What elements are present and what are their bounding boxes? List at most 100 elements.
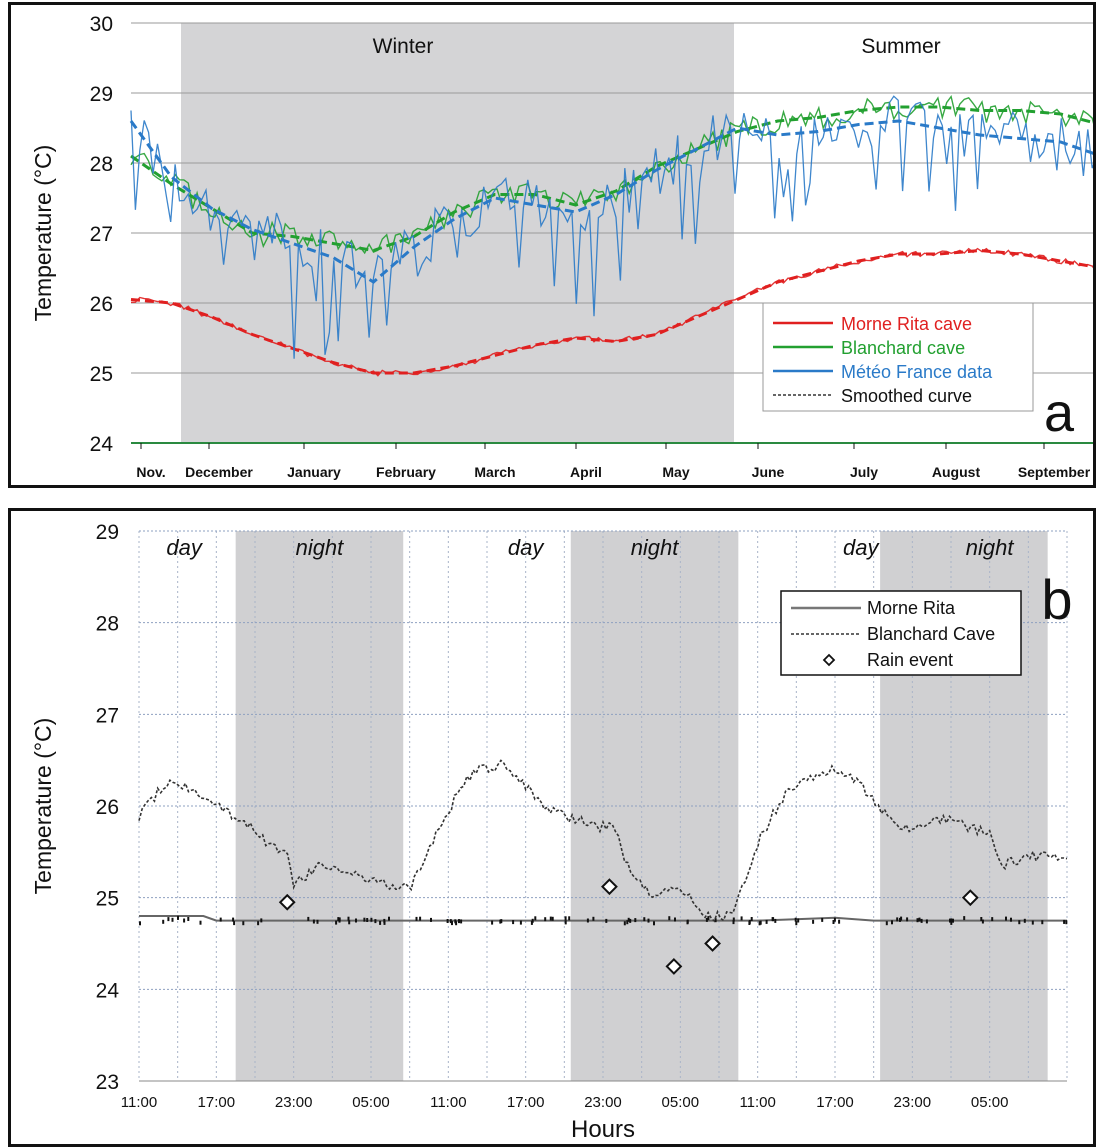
- season-label-winter: Winter: [373, 35, 434, 58]
- morne-rita-noise: [415, 916, 418, 921]
- morne-rita-noise: [714, 918, 717, 923]
- x-tick-label-a: January: [287, 464, 341, 480]
- y-tick-label-b: 27: [96, 704, 119, 727]
- morne-rita-noise: [838, 919, 841, 924]
- legend-label-b: Morne Rita: [867, 598, 956, 618]
- morne-rita-noise: [1010, 917, 1012, 922]
- morne-rita-noise: [446, 919, 449, 923]
- x-tick-label-a: September: [1018, 464, 1091, 480]
- morne-rita-noise: [812, 919, 815, 924]
- morne-rita-noise: [627, 917, 630, 922]
- y-tick-label-a: 27: [90, 223, 113, 246]
- morne-rita-noise: [1041, 920, 1044, 925]
- y-tick-label-b: 25: [96, 888, 119, 911]
- morne-rita-noise: [460, 919, 463, 924]
- x-tick-label-b: 23:00: [894, 1094, 932, 1111]
- morne-rita-noise: [732, 917, 735, 922]
- morne-rita-noise: [765, 919, 768, 924]
- morne-rita-noise: [162, 919, 165, 924]
- morne-rita-noise: [900, 916, 903, 921]
- x-tick-label-b: 05:00: [662, 1094, 700, 1111]
- morne-rita-noise: [199, 920, 202, 925]
- morne-rita-noise: [335, 920, 338, 925]
- morne-rita-noise: [686, 919, 689, 924]
- legend-label-a: Météo France data: [841, 362, 993, 382]
- morne-rita-noise: [370, 917, 373, 922]
- morne-rita-noise: [564, 920, 567, 925]
- morne-rita-noise: [233, 921, 236, 926]
- y-tick-label-a: 28: [90, 153, 113, 176]
- morne-rita-noise: [363, 917, 366, 922]
- morne-rita-noise: [455, 921, 458, 926]
- chart-a-svg: 24 25 26 27 28 29 30 Nov. December January Februar…: [30, 13, 1093, 480]
- morne-rita-noise: [952, 918, 954, 923]
- legend-box-a: [762, 302, 1034, 412]
- x-tick-label-b: 11:00: [121, 1094, 157, 1111]
- morne-rita-noise: [707, 916, 710, 921]
- morne-rita-noise: [338, 917, 341, 922]
- morne-rita-noise: [187, 917, 190, 921]
- morne-rita-noise: [232, 917, 235, 922]
- morne-rita-noise: [458, 919, 460, 924]
- series-raw-1: [130, 94, 1093, 255]
- x-tick-label-a: March: [474, 464, 515, 480]
- morne-rita-noise: [1063, 919, 1066, 924]
- morne-rita-noise: [797, 918, 800, 923]
- morne-rita-noise: [167, 917, 170, 922]
- morne-rita-noise: [643, 917, 646, 922]
- morne-rita-noise: [586, 918, 589, 923]
- morne-rita-noise: [1023, 918, 1026, 923]
- legend-label-b: Rain event: [867, 650, 953, 670]
- morne-rita-noise: [519, 920, 522, 925]
- morne-rita-noise: [534, 916, 537, 921]
- morne-rita-noise: [430, 917, 432, 922]
- morne-rita-noise: [544, 917, 547, 922]
- x-tick-label-b: 05:00: [352, 1094, 390, 1111]
- y-axis-label-a: Temperature (°C): [30, 145, 56, 322]
- series-raw-2: [130, 95, 1093, 359]
- morne-rita-noise: [899, 917, 901, 922]
- morne-rita-noise: [949, 918, 951, 923]
- y-tick-label-a: 29: [90, 83, 113, 106]
- morne-rita-noise: [629, 918, 632, 923]
- morne-rita-noise: [920, 918, 923, 923]
- period-label: day: [166, 535, 203, 560]
- period-label: night: [631, 535, 680, 560]
- legend-box-b: [780, 590, 1022, 676]
- legend-label-a: Smoothed curve: [841, 386, 972, 406]
- morne-rita-noise: [383, 920, 386, 925]
- morne-rita-noise: [906, 917, 909, 922]
- panel-a-chart: 24 25 26 27 28 29 30 Nov. December January Februar…: [8, 2, 1096, 488]
- x-tick-label-a: December: [185, 464, 253, 480]
- morne-rita-noise: [499, 919, 502, 924]
- morne-rita-noise: [634, 918, 637, 923]
- x-tick-label-b: 17:00: [198, 1094, 236, 1111]
- morne-rita-noise: [347, 916, 350, 921]
- morne-rita-noise: [307, 916, 310, 921]
- morne-rita-noise: [374, 919, 377, 924]
- x-tick-label-b: 17:00: [507, 1094, 545, 1111]
- y-tick-label-b: 29: [96, 521, 119, 544]
- night-shade: [570, 531, 739, 1081]
- morne-rita-noise: [705, 917, 708, 922]
- morne-rita-noise: [916, 918, 919, 923]
- morne-rita-noise: [592, 916, 595, 921]
- y-tick-label-b: 24: [96, 979, 120, 1002]
- x-axis-label-b: Hours: [571, 1116, 635, 1143]
- morne-rita-noise: [918, 917, 921, 922]
- legend-swatch-b: [822, 653, 836, 667]
- x-tick-label-b: 11:00: [739, 1094, 775, 1111]
- x-tick-label-b: 05:00: [971, 1094, 1009, 1111]
- rain-event-marker: [665, 958, 683, 975]
- morne-rita-noise: [366, 918, 369, 922]
- season-label-summer: Summer: [861, 35, 940, 58]
- morne-rita-noise: [531, 918, 534, 923]
- morne-rita-noise: [740, 916, 743, 921]
- morne-rita-noise: [312, 919, 315, 924]
- morne-rita-noise: [980, 917, 983, 921]
- morne-rita-noise: [449, 919, 452, 924]
- morne-rita-noise: [674, 917, 676, 922]
- x-tick-label-b: 11:00: [430, 1094, 466, 1111]
- morne-rita-noise: [821, 917, 824, 922]
- period-label: day: [843, 535, 880, 560]
